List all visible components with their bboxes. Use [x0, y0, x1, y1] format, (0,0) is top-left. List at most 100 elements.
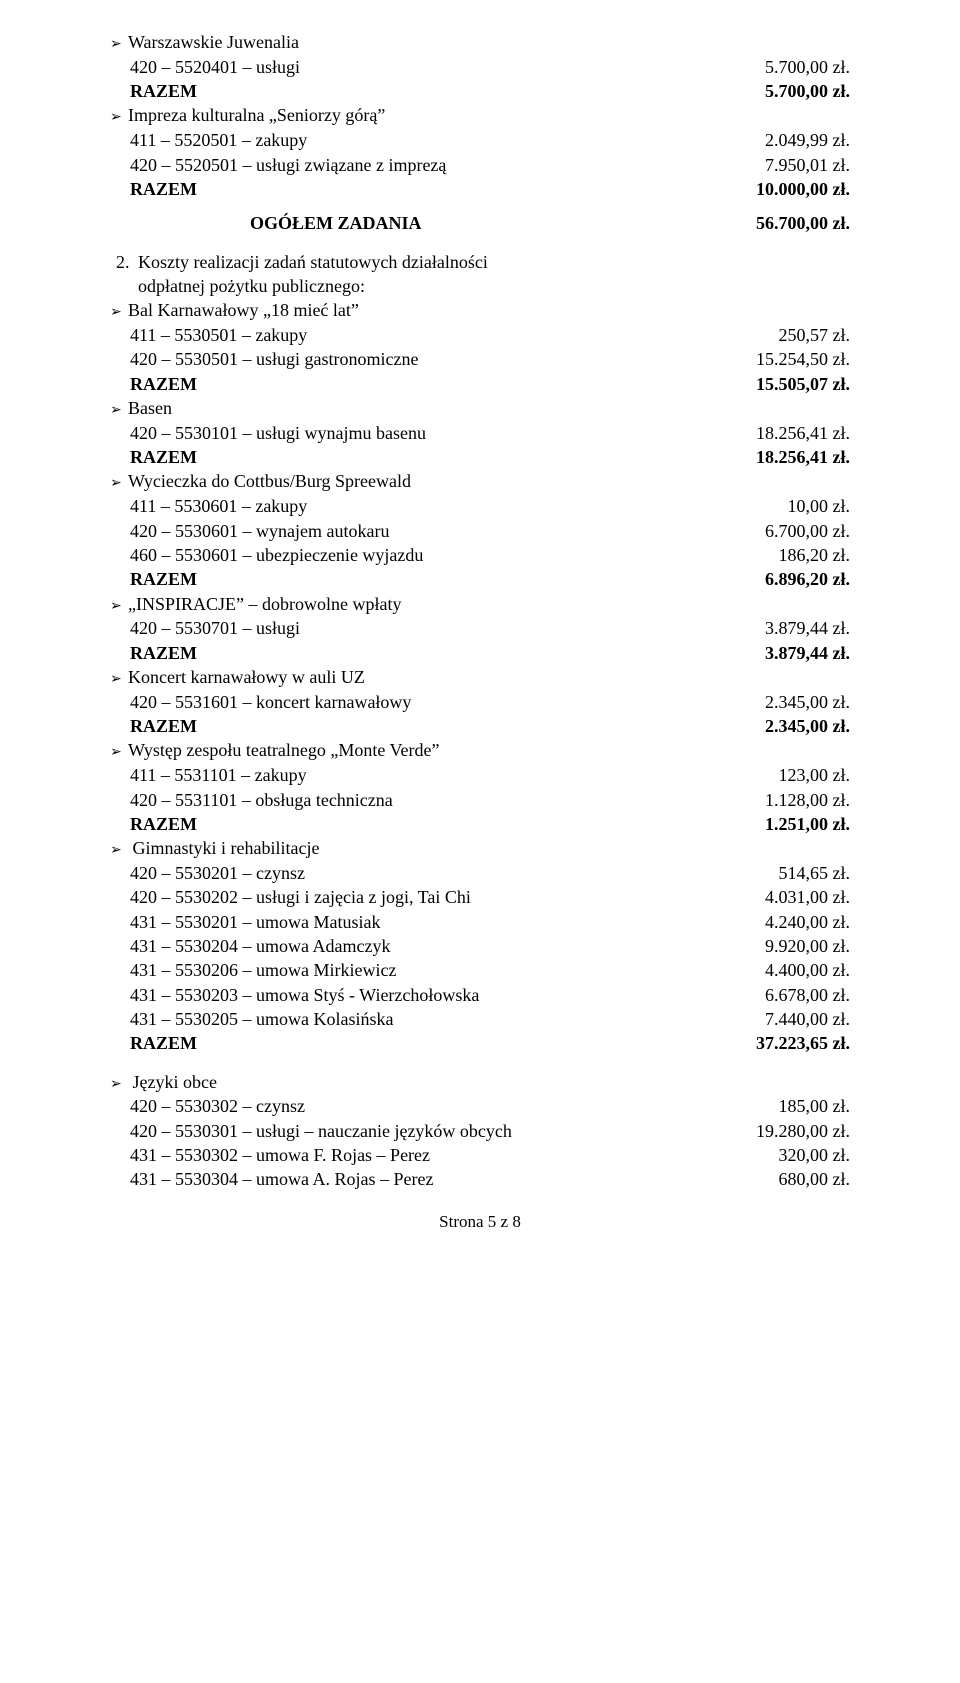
item-title: Bal Karnawałowy „18 mieć lat” [128, 298, 850, 322]
line-item: 411 – 5530501 – zakupy250,57 zł. [110, 323, 850, 347]
label: 420 – 5530501 – usługi gastronomiczne [130, 347, 720, 371]
value: 9.920,00 zł. [720, 934, 850, 958]
item-title: Warszawskie Juwenalia [128, 30, 850, 54]
bullet-icon: ➢ [110, 598, 128, 617]
item-title: Impreza kulturalna „Seniorzy górą” [128, 103, 850, 127]
line-item: 420 – 5530201 – czynsz514,65 zł. [110, 861, 850, 885]
razem-label: RAZEM [130, 641, 720, 665]
section-text-2: odpłatnej pożytku publicznego: [110, 274, 365, 298]
bullet-icon: ➢ [110, 475, 128, 494]
value: 4.240,00 zł. [720, 910, 850, 934]
razem-label: RAZEM [130, 372, 720, 396]
value: 15.254,50 zł. [720, 347, 850, 371]
bullet-icon: ➢ [110, 1076, 128, 1095]
section-2-header: 2. Koszty realizacji zadań statutowych d… [110, 250, 850, 274]
label: 460 – 5530601 – ubezpieczenie wyjazdu [130, 543, 720, 567]
line-item: 431 – 5530203 – umowa Styś - Wierzchołow… [110, 983, 850, 1007]
line-item: 420 – 5530301 – usługi – nauczanie język… [110, 1119, 850, 1143]
list-item: ➢ „INSPIRACJE” – dobrowolne wpłaty [110, 592, 850, 617]
razem-value: 37.223,65 zł. [720, 1031, 850, 1055]
razem-label: RAZEM [130, 714, 720, 738]
line-item: 411 – 5531101 – zakupy123,00 zł. [110, 763, 850, 787]
razem-value: 2.345,00 zł. [720, 714, 850, 738]
label: 431 – 5530206 – umowa Mirkiewicz [130, 958, 720, 982]
subtotal-row: RAZEM3.879,44 zł. [110, 641, 850, 665]
label: 420 – 5531101 – obsługa techniczna [130, 788, 720, 812]
razem-label: RAZEM [130, 812, 720, 836]
label: 420 – 5520501 – usługi związane z imprez… [130, 153, 720, 177]
line-item: 431 – 5530206 – umowa Mirkiewicz4.400,00… [110, 958, 850, 982]
label: 420 – 5530202 – usługi i zajęcia z jogi,… [130, 885, 720, 909]
subtotal-row: RAZEM1.251,00 zł. [110, 812, 850, 836]
label: 431 – 5530204 – umowa Adamczyk [130, 934, 720, 958]
item-title: Gimnastyki i rehabilitacje [128, 836, 850, 860]
label: 420 – 5530701 – usługi [130, 616, 720, 640]
line-item: 420 – 5530101 – usługi wynajmu basenu18.… [110, 421, 850, 445]
value: 3.879,44 zł. [720, 616, 850, 640]
label: 411 – 5531101 – zakupy [130, 763, 720, 787]
value: 5.700,00 zł. [720, 55, 850, 79]
subtotal-row: RAZEM37.223,65 zł. [110, 1031, 850, 1055]
item-title: Wycieczka do Cottbus/Burg Spreewald [128, 469, 850, 493]
item-title: Występ zespołu teatralnego „Monte Verde” [128, 738, 850, 762]
razem-label: RAZEM [130, 567, 720, 591]
bullet-icon: ➢ [110, 304, 128, 323]
label: 431 – 5530203 – umowa Styś - Wierzchołow… [130, 983, 720, 1007]
razem-value: 10.000,00 zł. [720, 177, 850, 201]
value: 18.256,41 zł. [720, 421, 850, 445]
razem-value: 6.896,20 zł. [720, 567, 850, 591]
value: 7.950,01 zł. [720, 153, 850, 177]
list-item: ➢ Impreza kulturalna „Seniorzy górą” [110, 103, 850, 128]
value: 1.128,00 zł. [720, 788, 850, 812]
section-2-sub: odpłatnej pożytku publicznego: [110, 274, 850, 298]
list-item: ➢ Występ zespołu teatralnego „Monte Verd… [110, 738, 850, 763]
subtotal-row: RAZEM 10.000,00 zł. [110, 177, 850, 201]
item-title: Koncert karnawałowy w auli UZ [128, 665, 850, 689]
razem-value: 1.251,00 zł. [720, 812, 850, 836]
value: 680,00 zł. [720, 1167, 850, 1191]
grand-total-row: OGÓŁEM ZADANIA 56.700,00 zł. [110, 211, 850, 235]
line-item: 411 – 5520501 – zakupy 2.049,99 zł. [110, 128, 850, 152]
line-item: 420 – 5530302 – czynsz185,00 zł. [110, 1094, 850, 1118]
line-item: 420 – 5530701 – usługi3.879,44 zł. [110, 616, 850, 640]
section-number: 2. [110, 250, 138, 274]
label: 420 – 5530201 – czynsz [130, 861, 720, 885]
value: 4.400,00 zł. [720, 958, 850, 982]
label: 411 – 5530601 – zakupy [130, 494, 720, 518]
bullet-icon: ➢ [110, 744, 128, 763]
bullet-icon: ➢ [110, 402, 128, 421]
value: 2.049,99 zł. [720, 128, 850, 152]
label: 420 – 5530601 – wynajem autokaru [130, 519, 720, 543]
document-page: ➢ Warszawskie Juwenalia 420 – 5520401 – … [0, 0, 960, 1262]
value: 123,00 zł. [720, 763, 850, 787]
label: 411 – 5530501 – zakupy [130, 323, 720, 347]
razem-label: RAZEM [130, 1031, 720, 1055]
razem-label: RAZEM [130, 445, 720, 469]
razem-value: 3.879,44 zł. [720, 641, 850, 665]
value: 10,00 zł. [720, 494, 850, 518]
line-item: 431 – 5530302 – umowa F. Rojas – Perez32… [110, 1143, 850, 1167]
page-footer: Strona 5 z 8 [110, 1212, 850, 1232]
list-item: ➢ Wycieczka do Cottbus/Burg Spreewald [110, 469, 850, 494]
line-item: 420 – 5520501 – usługi związane z imprez… [110, 153, 850, 177]
value: 2.345,00 zł. [720, 690, 850, 714]
bullet-icon: ➢ [110, 36, 128, 55]
razem-value: 5.700,00 zł. [720, 79, 850, 103]
line-item: 411 – 5530601 – zakupy10,00 zł. [110, 494, 850, 518]
value: 250,57 zł. [720, 323, 850, 347]
item-title: Basen [128, 396, 850, 420]
label: 420 – 5530101 – usługi wynajmu basenu [130, 421, 720, 445]
line-item: 431 – 5530201 – umowa Matusiak4.240,00 z… [110, 910, 850, 934]
label: 420 – 5530301 – usługi – nauczanie język… [130, 1119, 720, 1143]
ogolem-value: 56.700,00 zł. [720, 211, 850, 235]
subtotal-row: RAZEM6.896,20 zł. [110, 567, 850, 591]
line-item: 420 – 5531101 – obsługa techniczna1.128,… [110, 788, 850, 812]
list-item: ➢ Warszawskie Juwenalia [110, 30, 850, 55]
value: 6.678,00 zł. [720, 983, 850, 1007]
ogolem-label: OGÓŁEM ZADANIA [110, 211, 720, 235]
label: 420 – 5531601 – koncert karnawałowy [130, 690, 720, 714]
line-item: 420 – 5531601 – koncert karnawałowy2.345… [110, 690, 850, 714]
value: 6.700,00 zł. [720, 519, 850, 543]
bullet-icon: ➢ [110, 671, 128, 690]
subtotal-row: RAZEM18.256,41 zł. [110, 445, 850, 469]
